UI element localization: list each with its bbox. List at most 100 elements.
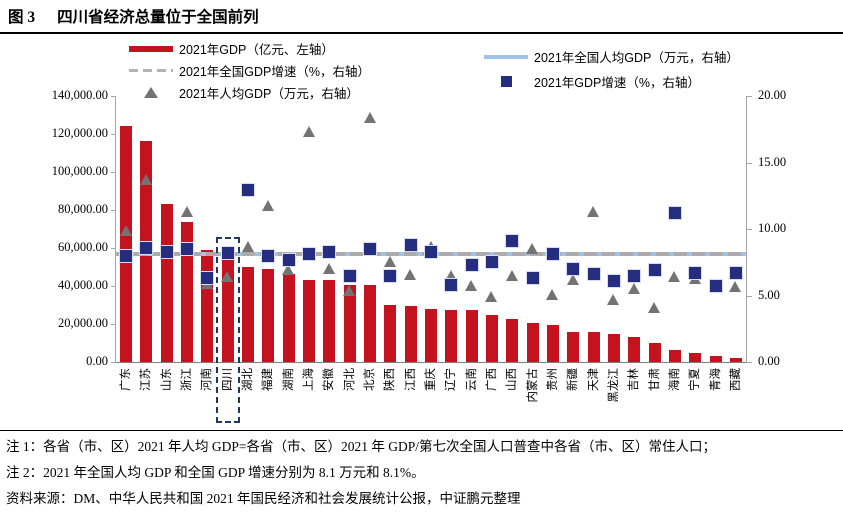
growth-marker <box>261 248 276 263</box>
per-capita-marker <box>648 302 661 314</box>
gdp-bar <box>282 274 295 362</box>
x-label: 黑龙江 <box>607 368 620 403</box>
per-capita-marker <box>587 205 600 217</box>
x-label: 北京 <box>364 368 377 391</box>
left-axis-label: 140,000.00 <box>51 88 108 102</box>
per-capita-marker <box>566 274 579 286</box>
x-label: 上海 <box>303 368 316 391</box>
x-label: 陕西 <box>384 368 397 391</box>
left-axis-tick <box>111 362 116 363</box>
growth-marker <box>586 267 601 282</box>
blue-line-icon <box>483 54 529 59</box>
x-label: 安徽 <box>323 368 336 391</box>
per-capita-marker <box>505 270 518 282</box>
x-label: 吉林 <box>628 368 641 391</box>
growth-marker <box>403 237 418 252</box>
growth-marker <box>627 268 642 283</box>
gdp-bar <box>303 279 316 362</box>
x-label: 辽宁 <box>445 368 458 391</box>
legend-national-per-capita-label: 2021年全国人均GDP（万元，右轴） <box>534 51 739 65</box>
note-1: 注 1：各省（市、区）2021 年人均 GDP=各省（市、区）2021 年 GD… <box>6 439 717 454</box>
right-axis-label: 15.00 <box>758 154 787 169</box>
per-capita-marker <box>668 271 681 283</box>
legend-growth-label: 2021年GDP增速（%，右轴） <box>534 76 701 90</box>
square-marker-icon <box>483 76 529 87</box>
x-label: 天津 <box>587 368 600 391</box>
growth-marker <box>139 240 154 255</box>
x-label: 广东 <box>120 368 133 391</box>
right-axis-tick <box>746 362 752 363</box>
gdp-bar <box>709 355 722 362</box>
legend-gdp-bar: 2021年GDP（亿元、左轴） <box>128 39 334 58</box>
right-axis-tick <box>746 229 752 230</box>
plot-area: 广东 江苏 山东 浙江 河南 四川 湖北 福建 湖南 上海 安徽 河北 北京 陕西 江西 重庆 辽宁 云南 广西 山西… <box>52 88 786 423</box>
left-axis-label: 100,000.00 <box>51 164 108 178</box>
per-capita-marker <box>343 284 356 296</box>
x-label: 福建 <box>262 368 275 391</box>
growth-marker <box>728 265 743 280</box>
right-axis-label: 0.00 <box>758 354 780 368</box>
x-label: 河北 <box>343 368 356 391</box>
gdp-bar <box>262 269 275 362</box>
left-axis-tick <box>111 248 116 249</box>
growth-marker <box>606 273 621 288</box>
left-axis-tick <box>111 286 116 287</box>
gdp-bar <box>160 204 173 362</box>
per-capita-marker <box>404 269 417 281</box>
gdp-bar <box>343 285 356 362</box>
source-note: 资料来源：DM、中华人民共和国 2021 年国民经济和社会发展统计公报，中证鹏元… <box>6 491 521 506</box>
growth-marker <box>647 263 662 278</box>
gdp-bar <box>201 250 214 362</box>
x-label: 内蒙古 <box>526 368 539 403</box>
note-2: 注 2：2021 年全国人均 GDP 和全国 GDP 增速分别为 8.1 万元和… <box>6 465 425 480</box>
growth-marker <box>484 255 499 270</box>
gdp-bar <box>567 331 580 362</box>
legend-gdp-bar-label: 2021年GDP（亿元、左轴） <box>179 43 334 57</box>
gdp-bar <box>404 305 417 362</box>
x-label: 江西 <box>404 368 417 391</box>
figure-title: 图 3 四川省经济总量位于全国前列 <box>0 0 843 34</box>
growth-marker <box>505 233 520 248</box>
x-label: 甘肃 <box>648 368 661 391</box>
gdp-bar <box>668 349 681 362</box>
per-capita-marker <box>485 290 498 302</box>
gdp-bar <box>546 324 559 362</box>
dashed-line-icon <box>128 69 174 72</box>
growth-marker <box>119 248 134 263</box>
x-label: 重庆 <box>425 368 437 391</box>
growth-marker <box>302 247 317 262</box>
x-label: 贵州 <box>546 368 559 391</box>
per-capita-marker <box>119 225 132 237</box>
growth-marker <box>383 268 398 283</box>
legend-national-growth-label: 2021年全国GDP增速（%，右轴） <box>179 65 371 79</box>
x-label: 海南 <box>668 368 681 391</box>
legend-per-capita-label: 2021年人均GDP（万元，右轴） <box>179 87 359 101</box>
right-axis-tick <box>746 295 752 297</box>
gdp-bar <box>628 336 641 362</box>
sichuan-highlight-box <box>215 236 240 423</box>
left-axis-label: 40,000.00 <box>58 278 108 292</box>
chart: 2021年GDP（亿元、左轴） 2021年全国GDP增速（%，右轴） 2021年… <box>0 29 843 430</box>
gdp-bar <box>364 285 377 362</box>
gdp-bar <box>607 333 620 362</box>
x-label: 云南 <box>465 368 478 391</box>
x-label: 江苏 <box>140 368 153 391</box>
gdp-bar <box>120 125 133 362</box>
gdp-bar <box>425 309 437 362</box>
gdp-bar <box>242 266 255 362</box>
gdp-bar <box>445 309 458 362</box>
growth-marker <box>708 279 723 294</box>
growth-marker <box>241 183 256 198</box>
per-capita-marker <box>322 262 335 274</box>
left-axis-tick <box>111 210 116 211</box>
bar-swatch-icon <box>128 45 174 52</box>
x-label: 青海 <box>709 368 722 391</box>
growth-marker <box>180 241 195 256</box>
left-axis-label: 60,000.00 <box>58 240 108 254</box>
per-capita-marker <box>261 200 274 212</box>
gdp-bar <box>465 310 478 362</box>
left-axis-tick <box>111 172 116 173</box>
legend-national-growth: 2021年全国GDP增速（%，右轴） <box>128 61 370 80</box>
x-label: 西藏 <box>729 368 742 391</box>
growth-marker <box>464 257 479 272</box>
